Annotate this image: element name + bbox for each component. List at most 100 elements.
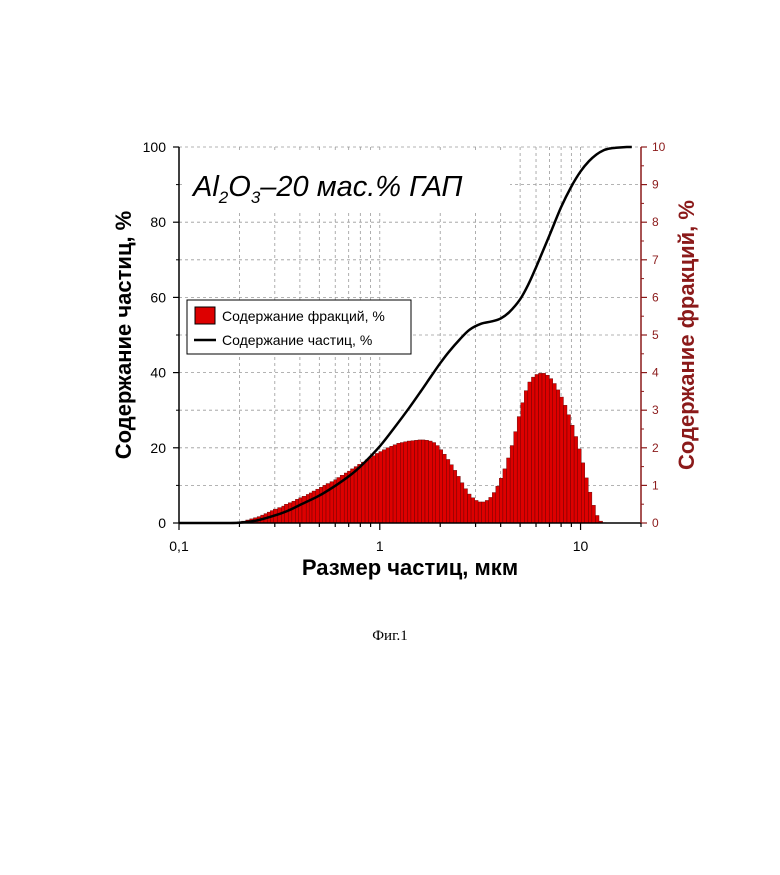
fraction-bar xyxy=(436,446,440,523)
fraction-bar xyxy=(393,445,397,523)
fraction-bar xyxy=(309,493,312,523)
fraction-bar xyxy=(375,453,379,523)
fraction-bar xyxy=(288,503,292,523)
fraction-bar xyxy=(585,478,589,523)
fraction-bar xyxy=(546,375,550,523)
fraction-bar xyxy=(418,440,422,523)
fraction-bar xyxy=(411,441,415,523)
fraction-bar xyxy=(299,498,302,523)
fraction-bar xyxy=(282,506,285,523)
fraction-bar xyxy=(578,449,582,523)
fraction-bar xyxy=(528,382,532,523)
right-tick-label: 6 xyxy=(652,290,659,304)
fraction-bar xyxy=(499,478,503,523)
fraction-bar xyxy=(507,458,511,523)
fraction-bar xyxy=(404,442,408,523)
fraction-bar xyxy=(443,454,447,523)
fraction-bar xyxy=(592,505,596,523)
fraction-bar xyxy=(422,440,425,523)
fraction-bar xyxy=(397,443,401,523)
fraction-bar xyxy=(429,441,433,523)
fraction-bar xyxy=(390,446,393,523)
fraction-bar xyxy=(496,486,499,523)
left-axis-title: Содержание частиц, % xyxy=(111,211,136,460)
fraction-bar xyxy=(415,440,418,523)
fraction-bar xyxy=(485,500,489,523)
legend-label-particles: Содержание частиц, % xyxy=(222,332,372,348)
left-tick-label: 0 xyxy=(158,515,166,531)
fraction-bar xyxy=(284,504,288,523)
right-tick-label: 1 xyxy=(652,478,659,492)
fraction-bar xyxy=(535,374,539,523)
fraction-bar xyxy=(539,373,543,523)
fraction-bar xyxy=(588,492,592,523)
fraction-bar xyxy=(556,390,560,523)
x-tick-label: 1 xyxy=(376,538,384,554)
title-segment: O xyxy=(228,171,251,203)
fraction-bar xyxy=(312,491,316,523)
fraction-bar xyxy=(467,494,471,523)
fraction-bar xyxy=(574,437,578,523)
title-segment: –20 мас.% ГАП xyxy=(259,171,463,203)
fraction-bar xyxy=(369,458,372,523)
fraction-bar xyxy=(439,450,442,523)
right-tick-label: 0 xyxy=(652,516,659,530)
fraction-bar xyxy=(471,498,475,523)
fraction-bar xyxy=(464,489,468,523)
right-tick-label: 10 xyxy=(652,140,666,154)
left-tick-label: 40 xyxy=(150,365,166,381)
figure-caption: Фиг.1 xyxy=(0,628,780,645)
title-subscript: 2 xyxy=(218,188,229,207)
fraction-bar xyxy=(354,467,357,523)
fraction-bar xyxy=(302,496,306,523)
fraction-bar xyxy=(306,494,309,523)
fraction-bar xyxy=(492,493,496,523)
right-tick-label: 8 xyxy=(652,215,659,229)
fraction-bar xyxy=(347,471,350,523)
fraction-bar xyxy=(510,446,514,523)
title-segment: Al xyxy=(191,171,220,203)
fraction-bar xyxy=(361,462,365,523)
fraction-bar xyxy=(478,502,481,523)
legend: Содержание фракций, % Содержание частиц,… xyxy=(187,300,411,354)
left-tick-label: 80 xyxy=(150,214,166,230)
right-tick-label: 5 xyxy=(652,328,659,342)
fraction-bar xyxy=(489,497,493,523)
fraction-bar xyxy=(514,432,517,523)
fraction-bar xyxy=(351,469,355,523)
fraction-bar xyxy=(475,500,478,523)
right-tick-label: 4 xyxy=(652,366,659,380)
fraction-bar xyxy=(386,448,390,523)
x-tick-label: 0,1 xyxy=(169,538,189,554)
fraction-bar xyxy=(295,499,298,523)
fraction-bar xyxy=(581,463,585,523)
fraction-bar xyxy=(595,515,599,523)
fraction-bar xyxy=(563,405,567,523)
left-tick-label: 100 xyxy=(143,139,167,155)
fraction-bar xyxy=(524,391,528,523)
fraction-bar xyxy=(382,450,386,523)
fraction-bar xyxy=(379,452,382,523)
left-tick-label: 20 xyxy=(150,440,166,456)
fraction-bar xyxy=(372,456,375,523)
fraction-bar xyxy=(446,459,450,523)
fraction-bar xyxy=(567,415,571,523)
fraction-bar xyxy=(292,501,295,523)
left-tick-label: 60 xyxy=(150,289,166,305)
fraction-bar xyxy=(425,440,429,523)
fraction-bar xyxy=(482,502,486,523)
fraction-bar xyxy=(460,483,464,523)
fraction-bar xyxy=(432,443,436,523)
fraction-bar xyxy=(553,384,557,523)
fraction-bar xyxy=(560,397,564,523)
fraction-bar xyxy=(457,476,461,523)
fraction-bar xyxy=(542,373,546,523)
right-tick-label: 3 xyxy=(652,403,659,417)
legend-bar-swatch xyxy=(195,307,215,324)
fraction-bar xyxy=(407,441,411,523)
right-tick-label: 9 xyxy=(652,178,659,192)
right-tick-label: 7 xyxy=(652,253,659,267)
fraction-bar xyxy=(453,470,456,523)
fraction-bar xyxy=(316,489,320,523)
